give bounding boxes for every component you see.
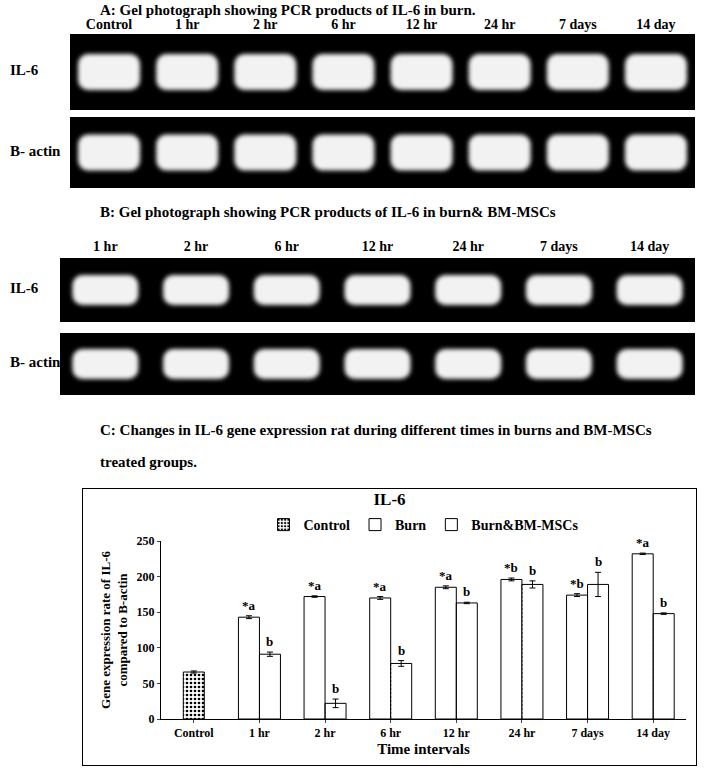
svg-text:7 days: 7 days bbox=[540, 239, 578, 254]
svg-text:14 day: 14 day bbox=[636, 726, 670, 740]
svg-text:b: b bbox=[332, 681, 339, 696]
svg-text:*a: *a bbox=[308, 578, 322, 593]
svg-text:150: 150 bbox=[137, 605, 155, 619]
svg-text:Burn: Burn bbox=[395, 518, 426, 533]
svg-text:12 hr: 12 hr bbox=[362, 239, 394, 254]
svg-text:6 hr: 6 hr bbox=[331, 17, 356, 32]
svg-text:50: 50 bbox=[143, 677, 155, 691]
svg-text:Control: Control bbox=[174, 726, 214, 740]
svg-text:*a: *a bbox=[439, 568, 453, 583]
svg-text:Time intervals: Time intervals bbox=[377, 741, 470, 757]
svg-text:IL-6: IL-6 bbox=[373, 490, 405, 509]
svg-text:b: b bbox=[463, 584, 470, 599]
svg-text:12 hr: 12 hr bbox=[406, 17, 438, 32]
svg-text:14 day: 14 day bbox=[636, 17, 675, 32]
svg-text:24 hr: 24 hr bbox=[508, 726, 536, 740]
svg-text:14 day: 14 day bbox=[630, 239, 669, 254]
svg-text:12 hr: 12 hr bbox=[443, 726, 471, 740]
svg-text:2 hr: 2 hr bbox=[184, 239, 209, 254]
svg-text:B- actin: B- actin bbox=[10, 143, 61, 159]
svg-text:Control: Control bbox=[304, 518, 351, 533]
svg-text:250: 250 bbox=[137, 534, 155, 548]
svg-text:Gene expression rate of IL-6co: Gene expression rate of IL-6compared to … bbox=[98, 551, 130, 709]
svg-text:A: Gel photograph showing PCR: A: Gel photograph showing PCR products o… bbox=[100, 2, 476, 18]
svg-text:*a: *a bbox=[373, 579, 387, 594]
svg-text:b: b bbox=[266, 634, 273, 649]
svg-text:*a: *a bbox=[242, 598, 256, 613]
svg-text:C: Changes in IL-6 gene expres: C: Changes in IL-6 gene expression rat d… bbox=[100, 422, 652, 438]
svg-text:1 hr: 1 hr bbox=[93, 239, 118, 254]
svg-text:7 days: 7 days bbox=[559, 17, 597, 32]
svg-text:B- actin: B- actin bbox=[10, 354, 61, 370]
svg-text:b: b bbox=[660, 595, 667, 610]
svg-text:treated groups.: treated groups. bbox=[100, 454, 197, 470]
svg-text:b: b bbox=[398, 643, 405, 658]
svg-text:Burn&BM-MSCs: Burn&BM-MSCs bbox=[471, 518, 578, 533]
svg-text:24 hr: 24 hr bbox=[452, 239, 484, 254]
svg-text:*a: *a bbox=[636, 535, 650, 550]
svg-text:200: 200 bbox=[137, 570, 155, 584]
svg-text:IL-6: IL-6 bbox=[10, 62, 39, 78]
svg-text:b: b bbox=[595, 554, 602, 569]
svg-text:1 hr: 1 hr bbox=[175, 17, 200, 32]
svg-text:2 hr: 2 hr bbox=[315, 726, 337, 740]
svg-text:B: Gel photograph showing PCR: B: Gel photograph showing PCR products o… bbox=[100, 204, 556, 220]
svg-text:7 days: 7 days bbox=[571, 726, 604, 740]
svg-text:b: b bbox=[529, 563, 536, 578]
svg-text:24 hr: 24 hr bbox=[484, 17, 516, 32]
svg-text:Control: Control bbox=[86, 17, 133, 32]
svg-text:2 hr: 2 hr bbox=[253, 17, 278, 32]
svg-text:*b: *b bbox=[504, 560, 518, 575]
svg-text:IL-6: IL-6 bbox=[10, 280, 39, 296]
svg-text:6 hr: 6 hr bbox=[275, 239, 300, 254]
svg-text:100: 100 bbox=[137, 641, 155, 655]
svg-text:1 hr: 1 hr bbox=[249, 726, 271, 740]
svg-text:*b: *b bbox=[570, 576, 584, 591]
svg-text:6 hr: 6 hr bbox=[380, 726, 402, 740]
svg-text:0: 0 bbox=[149, 712, 155, 726]
